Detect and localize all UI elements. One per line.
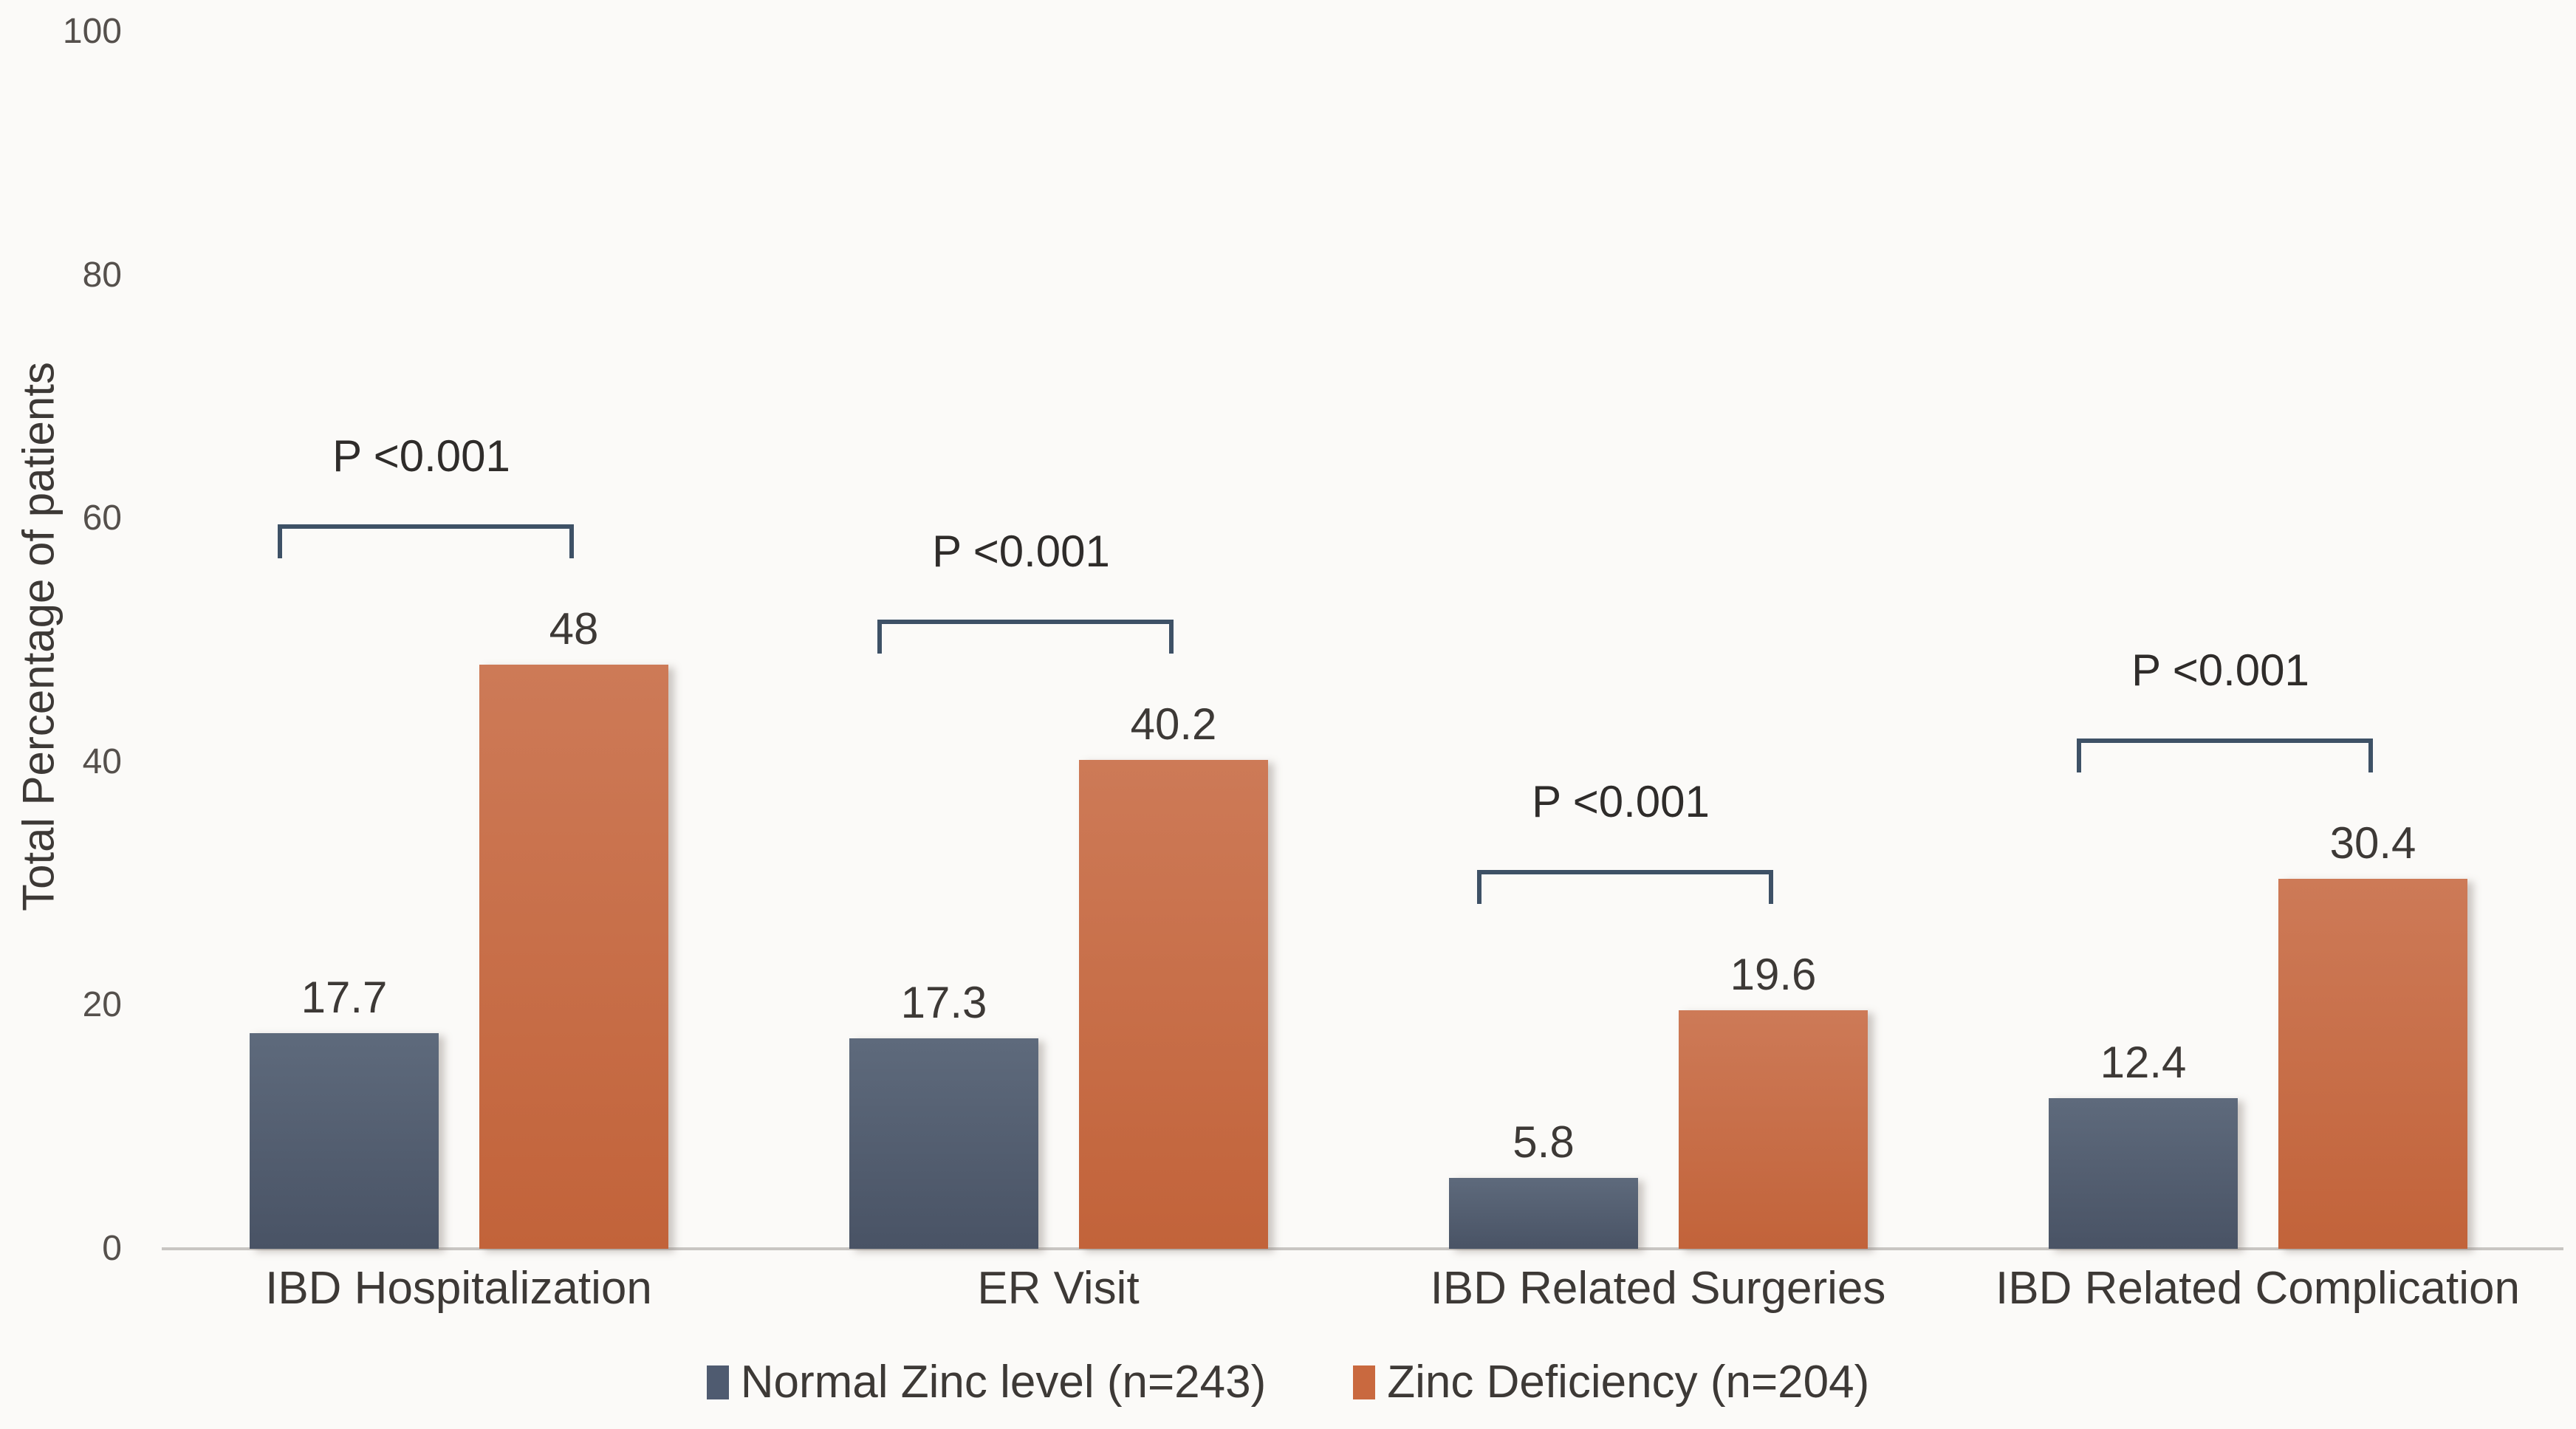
significance-bracket: [877, 620, 1174, 654]
value-label: 40.2: [1130, 699, 1217, 749]
legend-label: Zinc Deficiency (n=204): [1387, 1357, 1870, 1408]
x-axis-line: [162, 1247, 2563, 1250]
bar-zinc-deficiency: [479, 665, 668, 1249]
significance-bracket: [1477, 870, 1773, 904]
y-tick-label: 0: [102, 1229, 122, 1268]
y-tick-label: 60: [82, 498, 122, 538]
p-value-label: P <0.001: [2131, 645, 2309, 695]
significance-bracket: [278, 524, 574, 558]
y-tick-label: 40: [82, 741, 122, 781]
value-label: 30.4: [2329, 818, 2416, 868]
value-label: 17.7: [301, 973, 388, 1022]
legend-label: Normal Zinc level (n=243): [740, 1357, 1267, 1408]
p-value-label: P <0.001: [932, 527, 1110, 576]
x-category-label: IBD Hospitalization: [265, 1263, 652, 1314]
legend-swatch-icon: [706, 1365, 729, 1399]
y-tick-label: 80: [82, 255, 122, 295]
legend-item-normal-zinc: Normal Zinc level (n=243): [706, 1356, 1267, 1409]
x-category-label: IBD Related Surgeries: [1430, 1263, 1886, 1314]
bar-normal-zinc: [849, 1038, 1038, 1249]
value-label: 48: [549, 604, 599, 654]
legend-swatch-icon: [1353, 1365, 1376, 1399]
y-tick-label: 100: [62, 12, 122, 51]
value-label: 19.6: [1730, 950, 1817, 999]
bar-zinc-deficiency: [1679, 1010, 1868, 1249]
legend-item-zinc-deficiency: Zinc Deficiency (n=204): [1353, 1356, 1869, 1409]
significance-bracket: [2077, 739, 2373, 772]
y-axis-title: Total Percentage of patients: [13, 362, 64, 911]
value-label: 12.4: [2100, 1038, 2187, 1087]
bar-zinc-deficiency: [1079, 760, 1268, 1249]
x-category-label: IBD Related Complication: [1996, 1263, 2520, 1314]
p-value-label: P <0.001: [1532, 777, 1710, 826]
p-value-label: P <0.001: [332, 431, 510, 481]
bar-normal-zinc: [1449, 1178, 1638, 1249]
x-category-label: ER Visit: [977, 1263, 1140, 1314]
bar-zinc-deficiency: [2278, 879, 2467, 1249]
y-tick-label: 20: [82, 985, 122, 1025]
bar-normal-zinc: [250, 1033, 439, 1249]
legend: Normal Zinc level (n=243) Zinc Deficiency…: [0, 1356, 2576, 1409]
bar-normal-zinc: [2049, 1098, 2238, 1249]
value-label: 5.8: [1513, 1117, 1575, 1167]
value-label: 17.3: [900, 978, 987, 1027]
